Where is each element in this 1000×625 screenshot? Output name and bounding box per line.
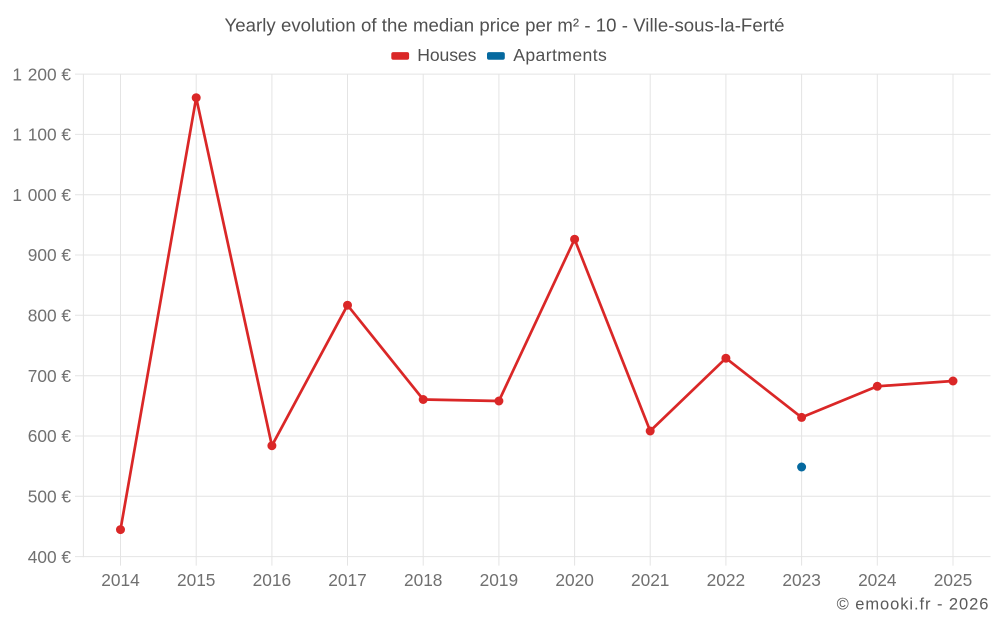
svg-text:400 €: 400 €: [28, 547, 72, 567]
svg-text:Houses: Houses: [417, 45, 476, 65]
svg-text:2017: 2017: [328, 570, 366, 590]
svg-text:Apartments: Apartments: [513, 45, 607, 65]
svg-text:2015: 2015: [177, 570, 215, 590]
svg-text:2020: 2020: [555, 570, 593, 590]
svg-text:500 €: 500 €: [28, 487, 72, 507]
svg-text:2019: 2019: [480, 570, 518, 590]
svg-text:700 €: 700 €: [28, 366, 72, 386]
svg-text:2022: 2022: [707, 570, 745, 590]
svg-text:1 100 €: 1 100 €: [12, 125, 71, 145]
svg-text:2016: 2016: [253, 570, 291, 590]
svg-text:800 €: 800 €: [28, 306, 72, 326]
svg-text:900 €: 900 €: [28, 245, 72, 265]
svg-text:600 €: 600 €: [28, 426, 72, 446]
svg-text:Yearly evolution of the median: Yearly evolution of the median price per…: [225, 14, 785, 35]
svg-text:2018: 2018: [404, 570, 442, 590]
svg-text:2025: 2025: [934, 570, 972, 590]
svg-text:1 000 €: 1 000 €: [12, 185, 71, 205]
svg-text:2014: 2014: [101, 570, 140, 590]
svg-text:2023: 2023: [782, 570, 820, 590]
svg-text:1 200 €: 1 200 €: [12, 64, 71, 84]
svg-text:2024: 2024: [858, 570, 897, 590]
svg-text:© emooki.fr - 2026: © emooki.fr - 2026: [837, 596, 989, 614]
svg-text:2021: 2021: [631, 570, 669, 590]
